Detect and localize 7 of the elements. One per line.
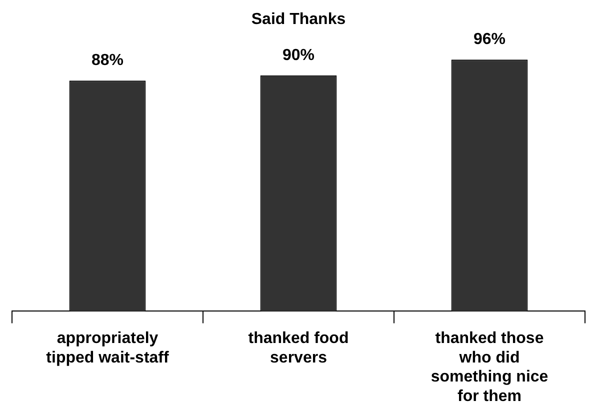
chart-title: Said Thanks [251,11,346,28]
data-label: 88% [91,52,124,70]
x-tick-label: thanked those who did something nice for them [430,330,548,405]
data-label: 96% [473,31,506,48]
data-label: 90% [282,46,315,64]
x-tick-label: appropriately tipped wait-staff [46,330,170,366]
x-tick-label: thanked food servers [248,330,349,366]
